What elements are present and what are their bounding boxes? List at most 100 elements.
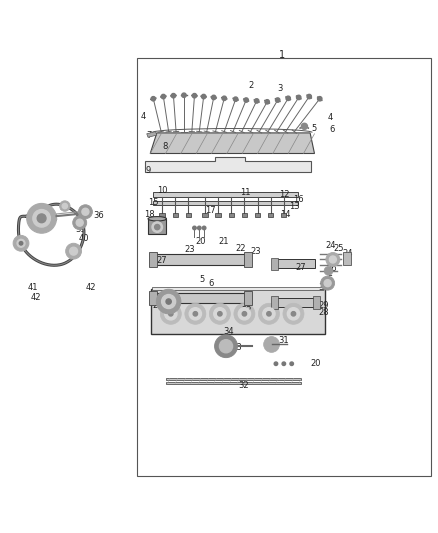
Circle shape — [218, 312, 222, 316]
Text: 22: 22 — [242, 306, 252, 315]
Text: 6: 6 — [329, 125, 335, 134]
Text: 7: 7 — [147, 131, 152, 140]
Circle shape — [27, 204, 57, 233]
Text: 23: 23 — [184, 245, 194, 254]
Circle shape — [264, 336, 279, 352]
Circle shape — [238, 308, 251, 320]
Circle shape — [155, 224, 160, 230]
Text: 26: 26 — [327, 264, 337, 273]
Circle shape — [215, 335, 237, 358]
Circle shape — [234, 303, 255, 324]
Text: 33: 33 — [231, 343, 242, 352]
Bar — [137, 58, 431, 476]
Circle shape — [162, 295, 176, 309]
Circle shape — [301, 123, 307, 130]
Bar — [271, 258, 278, 270]
Circle shape — [212, 95, 216, 100]
FancyBboxPatch shape — [151, 289, 325, 334]
Bar — [281, 213, 286, 217]
Bar — [343, 253, 351, 265]
Text: 13: 13 — [289, 201, 300, 211]
Text: 28: 28 — [318, 308, 328, 317]
Circle shape — [329, 256, 336, 263]
Text: 17: 17 — [205, 206, 215, 215]
Bar — [229, 213, 234, 217]
Text: 3: 3 — [277, 84, 282, 93]
Bar — [242, 213, 247, 217]
Circle shape — [244, 98, 248, 102]
Bar — [244, 291, 252, 305]
Text: 31: 31 — [279, 336, 289, 344]
Text: 12: 12 — [279, 190, 290, 199]
Circle shape — [165, 308, 177, 320]
Bar — [202, 213, 208, 217]
Circle shape — [161, 94, 166, 99]
Text: 6: 6 — [328, 279, 333, 288]
Text: 11: 11 — [240, 189, 251, 197]
Circle shape — [189, 308, 201, 320]
Circle shape — [276, 98, 280, 102]
Circle shape — [201, 94, 206, 99]
Circle shape — [324, 266, 333, 275]
Circle shape — [209, 303, 230, 324]
Circle shape — [37, 214, 46, 223]
Circle shape — [297, 95, 301, 100]
Bar — [153, 201, 298, 205]
Circle shape — [13, 236, 29, 251]
Polygon shape — [147, 132, 157, 138]
Circle shape — [182, 93, 186, 98]
Circle shape — [76, 219, 83, 226]
Circle shape — [233, 97, 238, 101]
Text: 20: 20 — [195, 237, 206, 246]
Circle shape — [318, 96, 322, 101]
Text: 35: 35 — [166, 294, 176, 303]
Bar — [166, 378, 301, 381]
Bar — [255, 213, 260, 217]
Bar — [275, 298, 315, 307]
Bar — [152, 287, 323, 290]
Bar — [149, 291, 157, 305]
Circle shape — [166, 299, 171, 304]
Text: 21: 21 — [218, 237, 229, 246]
Text: 29: 29 — [318, 302, 328, 310]
Circle shape — [17, 239, 25, 247]
Circle shape — [219, 340, 233, 353]
Text: 41: 41 — [67, 245, 77, 254]
Circle shape — [263, 308, 275, 320]
Circle shape — [160, 303, 181, 324]
Circle shape — [222, 96, 226, 101]
Bar — [313, 296, 320, 309]
Circle shape — [193, 312, 198, 316]
Text: 27: 27 — [156, 256, 166, 265]
Text: 34: 34 — [223, 327, 234, 336]
Circle shape — [62, 204, 67, 209]
Circle shape — [326, 253, 340, 266]
Bar — [166, 382, 301, 384]
Circle shape — [254, 99, 259, 103]
Circle shape — [258, 303, 279, 324]
Text: 24: 24 — [325, 241, 336, 250]
Text: 29: 29 — [149, 295, 159, 304]
Text: 16: 16 — [293, 196, 304, 205]
Circle shape — [82, 208, 89, 215]
Circle shape — [242, 312, 247, 316]
Circle shape — [152, 222, 162, 232]
Text: 39: 39 — [75, 225, 86, 234]
Circle shape — [19, 241, 23, 245]
Text: 32: 32 — [238, 381, 249, 390]
Text: 37: 37 — [60, 203, 71, 212]
Bar — [186, 213, 191, 217]
Circle shape — [151, 96, 155, 101]
Bar — [244, 253, 252, 266]
Bar — [152, 293, 247, 303]
Text: 6: 6 — [208, 279, 214, 288]
Circle shape — [156, 289, 181, 314]
Bar — [159, 213, 165, 217]
Ellipse shape — [148, 216, 166, 221]
Circle shape — [33, 209, 50, 227]
Bar — [148, 219, 166, 233]
Text: 38: 38 — [47, 214, 58, 223]
Text: 42: 42 — [31, 293, 41, 302]
Circle shape — [283, 303, 304, 324]
Circle shape — [192, 93, 197, 98]
